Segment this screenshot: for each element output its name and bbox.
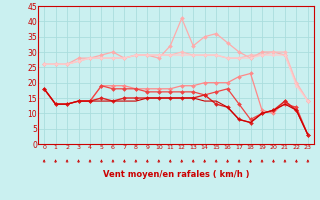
X-axis label: Vent moyen/en rafales ( km/h ): Vent moyen/en rafales ( km/h ) bbox=[103, 170, 249, 179]
